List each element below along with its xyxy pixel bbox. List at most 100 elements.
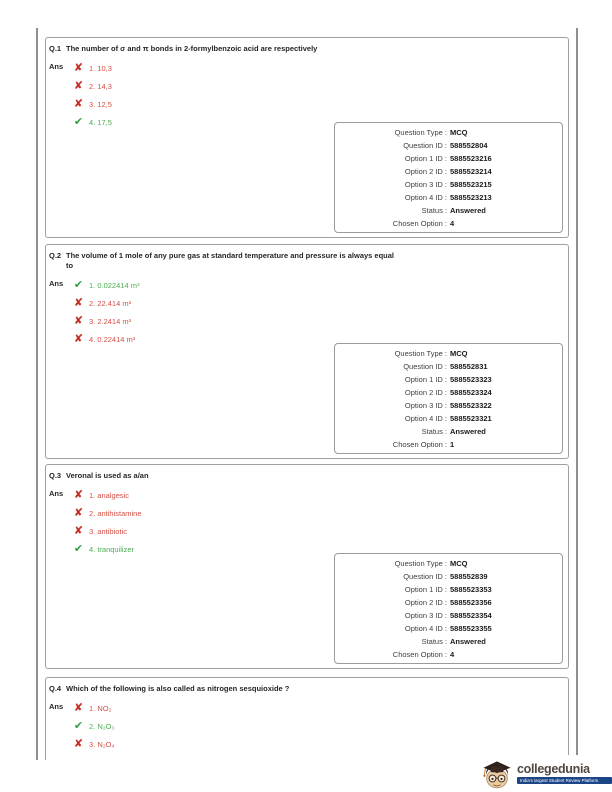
page-rule-right [576, 28, 578, 760]
option-row: 4. tranquilizer [72, 540, 142, 558]
question-card-3: Q.3 Veronal is used as a/an Ans 1. analg… [45, 464, 569, 669]
meta-value: 5885523355 [450, 624, 492, 633]
meta-label: Status : [421, 637, 447, 646]
cross-icon [72, 99, 85, 110]
meta-value: MCQ [450, 128, 468, 137]
cross-icon [72, 490, 85, 501]
answer-label: Ans [49, 62, 64, 72]
answer-label: Ans [49, 279, 64, 289]
cross-icon [72, 63, 85, 74]
option-row: 3. N₂O₄ [72, 735, 115, 753]
page-rule-left [36, 28, 38, 760]
cross-icon [72, 316, 85, 327]
check-icon [72, 280, 85, 291]
option-text: 1. 10,3 [89, 63, 112, 73]
meta-label: Question ID : [403, 141, 447, 150]
meta-label: Chosen Option : [392, 440, 447, 449]
question-meta-panel: Question Type : MCQ Question ID :58855283… [334, 343, 563, 454]
question-text-line2: to [66, 261, 74, 271]
meta-label: Status : [421, 427, 447, 436]
cross-icon [72, 334, 85, 345]
question-text: Veronal is used as a/an [66, 471, 149, 480]
meta-value: 5885523353 [450, 585, 492, 594]
meta-label: Option 4 ID : [404, 414, 447, 423]
meta-label: Question Type : [394, 128, 447, 137]
question-text: Which of the following is also called as… [66, 684, 290, 693]
meta-value: 5885523356 [450, 598, 492, 607]
meta-label: Option 2 ID : [404, 167, 447, 176]
meta-label: Option 2 ID : [404, 388, 447, 397]
option-text: 3. 2.2414 m³ [89, 316, 132, 326]
meta-value: Answered [450, 206, 486, 215]
option-text: 2. 14,3 [89, 81, 112, 91]
meta-label: Option 3 ID : [404, 401, 447, 410]
check-icon [72, 721, 85, 732]
meta-value: 5885523215 [450, 180, 492, 189]
options-list: 1. 10,3 2. 14,3 3. 12,5 4. 17,5 [72, 59, 112, 131]
mascot-icon [483, 760, 511, 788]
option-row: 3. antibiotic [72, 522, 142, 540]
meta-value: Answered [450, 637, 486, 646]
question-number: Q.4 [49, 684, 62, 693]
meta-value: 5885523213 [450, 193, 492, 202]
option-row: 2. antihistamine [72, 504, 142, 522]
meta-label: Option 4 ID : [404, 193, 447, 202]
collegedunia-logo: collegedunia India's largest Student Rev… [478, 755, 612, 792]
meta-label: Status : [421, 206, 447, 215]
meta-value: 4 [450, 650, 455, 659]
meta-label: Chosen Option : [392, 219, 447, 228]
check-icon [72, 544, 85, 555]
meta-value: 5885523324 [450, 388, 492, 397]
question-number: Q.2 [49, 251, 62, 260]
meta-label: Question Type : [394, 559, 447, 568]
option-text: 1. analgesic [89, 490, 130, 500]
answer-label: Ans [49, 702, 64, 712]
meta-value: 5885523216 [450, 154, 492, 163]
meta-value: 5885523321 [450, 414, 492, 423]
cross-icon [72, 81, 85, 92]
meta-label: Option 3 ID : [404, 611, 447, 620]
option-row: 1. analgesic [72, 486, 142, 504]
option-row: 2. N₂O₃ [72, 717, 115, 735]
meta-value: Answered [450, 427, 486, 436]
meta-label: Option 4 ID : [404, 624, 447, 633]
question-card-4: Q.4 Which of the following is also calle… [45, 677, 569, 760]
option-text: 4. 17,5 [89, 117, 112, 127]
meta-value: 4 [450, 219, 455, 228]
cross-icon [72, 298, 85, 309]
question-number: Q.3 [49, 471, 62, 480]
brand-name: collegedunia [517, 761, 590, 776]
question-meta-panel: Question Type : MCQ Question ID :58855280… [334, 122, 563, 233]
option-text: 2. N₂O₃ [89, 721, 115, 731]
options-list: 1. NO₂ 2. N₂O₃ 3. N₂O₄ [72, 699, 115, 753]
option-row: 1. 10,3 [72, 59, 112, 77]
meta-value: 588552831 [450, 362, 488, 371]
option-text: 1. NO₂ [89, 703, 112, 713]
meta-value: MCQ [450, 559, 468, 568]
cross-icon [72, 526, 85, 537]
cross-icon [72, 703, 85, 714]
options-list: 1. 0.022414 m³ 2. 22.414 m³ 3. 2.2414 m³… [72, 276, 139, 348]
meta-label: Chosen Option : [392, 650, 447, 659]
cross-icon [72, 739, 85, 750]
question-text: The volume of 1 mole of any pure gas at … [66, 251, 395, 260]
meta-label: Option 1 ID : [404, 375, 447, 384]
meta-value: 588552804 [450, 141, 488, 150]
option-row: 2. 14,3 [72, 77, 112, 95]
cross-icon [72, 508, 85, 519]
option-row: 1. NO₂ [72, 699, 115, 717]
meta-value: 588552839 [450, 572, 488, 581]
meta-value: 5885523354 [450, 611, 492, 620]
option-text: 3. 12,5 [89, 99, 112, 109]
option-text: 1. 0.022414 m³ [89, 280, 140, 290]
answer-label: Ans [49, 489, 64, 499]
option-row: 3. 12,5 [72, 95, 112, 113]
option-row: 1. 0.022414 m³ [72, 276, 139, 294]
option-row: 4. 17,5 [72, 113, 112, 131]
meta-label: Question ID : [403, 572, 447, 581]
meta-value: 1 [450, 440, 455, 449]
meta-value: MCQ [450, 349, 468, 358]
option-row: 2. 22.414 m³ [72, 294, 139, 312]
options-list: 1. analgesic 2. antihistamine 3. antibio… [72, 486, 142, 558]
option-text: 4. 0.22414 m³ [89, 334, 136, 344]
